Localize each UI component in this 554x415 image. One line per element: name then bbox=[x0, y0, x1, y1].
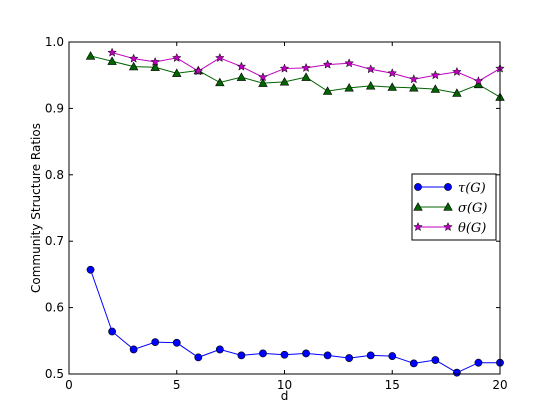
data-point bbox=[237, 351, 246, 360]
data-point bbox=[150, 62, 160, 71]
data-point bbox=[280, 350, 289, 359]
data-point bbox=[215, 345, 224, 354]
data-point bbox=[323, 351, 332, 360]
y-tick-label: 0.8 bbox=[45, 168, 64, 182]
data-point bbox=[430, 70, 441, 80]
y-tick-label: 0.6 bbox=[45, 301, 64, 315]
series-group bbox=[85, 47, 505, 377]
data-point bbox=[430, 84, 441, 93]
data-point bbox=[344, 82, 354, 92]
data-point bbox=[107, 56, 117, 65]
data-point bbox=[473, 76, 484, 86]
series-1 bbox=[85, 51, 505, 101]
data-point bbox=[128, 53, 139, 63]
legend-label: σ(G) bbox=[458, 201, 487, 216]
data-point bbox=[171, 52, 182, 63]
data-point bbox=[409, 82, 419, 92]
data-point bbox=[85, 51, 96, 60]
data-point bbox=[474, 358, 483, 367]
data-point bbox=[86, 265, 95, 274]
x-tick-label: 20 bbox=[492, 378, 507, 392]
series-0 bbox=[86, 265, 504, 377]
legend-marker bbox=[443, 221, 453, 232]
data-point bbox=[345, 354, 354, 362]
data-point bbox=[172, 68, 182, 77]
data-point bbox=[387, 68, 398, 78]
series-2 bbox=[107, 47, 505, 86]
data-point bbox=[108, 327, 116, 336]
data-point bbox=[365, 64, 376, 74]
y-tick-label: 1.0 bbox=[45, 35, 64, 49]
legend-marker bbox=[413, 202, 423, 211]
legend-marker bbox=[443, 202, 453, 211]
data-point bbox=[258, 78, 268, 87]
data-point bbox=[215, 52, 225, 63]
data-point bbox=[194, 353, 203, 362]
series-line bbox=[90, 55, 501, 98]
y-tick-label: 0.9 bbox=[45, 101, 64, 115]
data-point bbox=[193, 66, 204, 76]
y-tick-label: 0.5 bbox=[45, 367, 64, 381]
data-point bbox=[431, 356, 440, 364]
data-point bbox=[302, 349, 310, 358]
x-tick-label: 5 bbox=[173, 378, 181, 392]
x-tick-label: 15 bbox=[385, 378, 400, 392]
data-point bbox=[128, 61, 139, 71]
data-point bbox=[366, 351, 375, 360]
data-point bbox=[322, 86, 333, 95]
data-point bbox=[301, 62, 311, 73]
legend: τ(G) σ(G) θ(G) bbox=[411, 173, 497, 241]
legend-marker bbox=[414, 183, 422, 191]
data-point bbox=[452, 66, 462, 76]
data-point bbox=[408, 74, 419, 84]
legend-marker bbox=[444, 183, 452, 191]
tick-labels: 0 5 10 15 20 0.5 0.6 0.7 0.8 0.9 1.0 bbox=[45, 35, 508, 392]
data-point bbox=[150, 56, 161, 67]
data-point bbox=[387, 82, 397, 91]
data-point bbox=[344, 58, 354, 68]
data-point bbox=[215, 77, 225, 87]
data-point bbox=[172, 338, 181, 347]
data-point bbox=[129, 345, 138, 354]
series-line bbox=[90, 269, 500, 374]
legend-label: τ(G) bbox=[458, 181, 486, 196]
data-point bbox=[236, 61, 247, 71]
data-point bbox=[452, 88, 462, 97]
y-axis-label: Community Structure Ratios bbox=[29, 123, 43, 293]
data-point bbox=[279, 77, 290, 86]
y-tick-label: 0.7 bbox=[45, 234, 64, 248]
data-point bbox=[409, 359, 418, 368]
plot-frame bbox=[68, 41, 501, 375]
data-point bbox=[236, 72, 247, 81]
data-point bbox=[279, 63, 290, 73]
x-tick-label: 10 bbox=[277, 378, 292, 392]
data-point bbox=[107, 47, 117, 57]
data-point bbox=[258, 72, 268, 82]
x-tick-label: 0 bbox=[65, 378, 73, 392]
data-point bbox=[322, 59, 333, 69]
data-point bbox=[259, 349, 267, 358]
legend-label: θ(G) bbox=[458, 221, 486, 236]
data-point bbox=[388, 352, 397, 360]
data-point bbox=[151, 338, 160, 347]
data-point bbox=[301, 72, 311, 81]
x-axis-label: d bbox=[281, 389, 289, 403]
data-point bbox=[365, 81, 376, 90]
legend-marker bbox=[413, 221, 423, 232]
data-point bbox=[452, 368, 461, 377]
